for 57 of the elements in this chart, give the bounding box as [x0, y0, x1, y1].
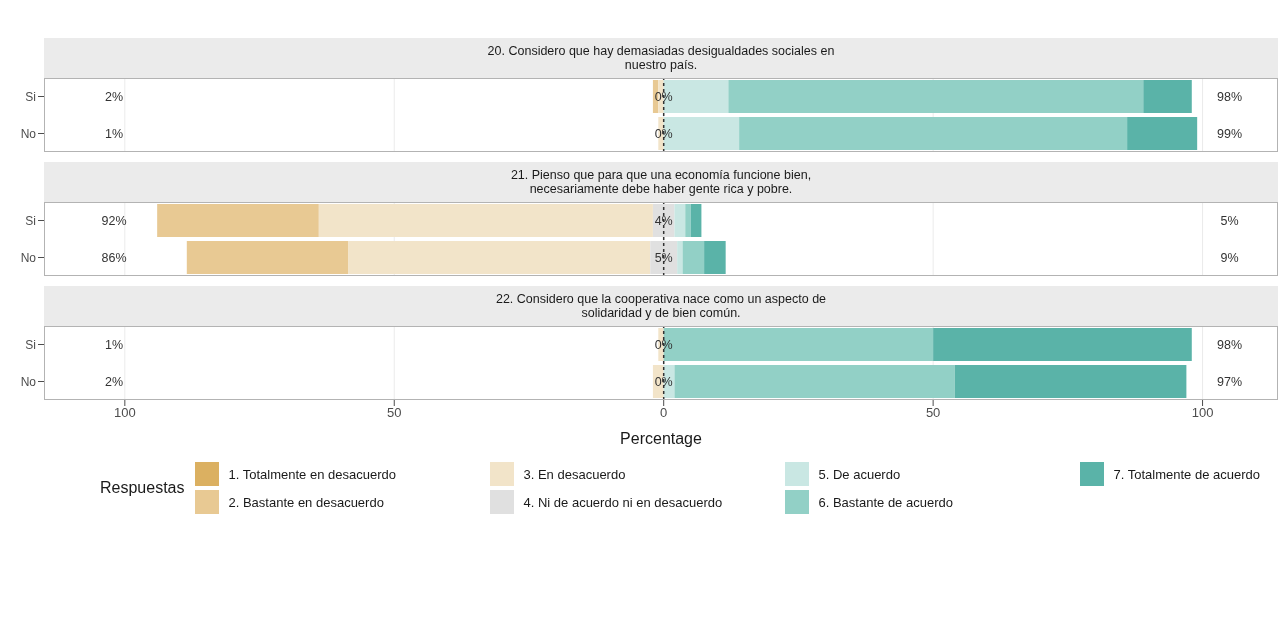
x-axis-title: Percentage: [620, 430, 703, 447]
bar: [157, 204, 319, 237]
bar: [348, 241, 651, 274]
bar: [739, 117, 1128, 150]
annotation: 5%: [1220, 213, 1239, 228]
bar: [1143, 80, 1192, 113]
bar: [682, 241, 705, 274]
bar: [933, 328, 1192, 361]
x-tick-label: 100: [1191, 405, 1214, 421]
x-tick-label: 50: [925, 405, 941, 421]
bar: [704, 241, 726, 274]
annotation: 0%: [654, 126, 673, 141]
bar: [1127, 117, 1198, 150]
legend-label: 5. De acuerdo: [818, 466, 901, 482]
annotation: 86%: [101, 250, 127, 265]
bar: [674, 204, 686, 237]
bar: [186, 241, 349, 274]
chart-title: 22. Considero que la cooperativa nace como un aspecto de solidaridad y de bien común.: [494, 292, 828, 320]
legend-label: 2. Bastante en desacuerdo: [228, 494, 384, 510]
bar: [685, 204, 691, 237]
legend-label: 3. En desacuerdo: [523, 466, 626, 482]
annotation: 9%: [1220, 250, 1239, 265]
annotation: 99%: [1216, 126, 1243, 141]
annotation: 2%: [105, 374, 124, 389]
legend-label: 1. Totalmente en desacuerdo: [228, 466, 396, 482]
y-tick-label: No: [20, 250, 37, 265]
annotation: 98%: [1216, 337, 1243, 352]
annotation: 2%: [105, 89, 124, 104]
bar: [318, 204, 653, 237]
annotation: 1%: [105, 337, 124, 352]
annotation: 0%: [654, 337, 673, 352]
chart-title: 21. Pienso que para que una economía funcione bien, necesariamente debe haber gente rica y pobre.: [509, 168, 813, 196]
legend-label: 6. Bastante de acuerdo: [818, 494, 953, 510]
bar: [677, 241, 683, 274]
chart-title: 20. Considero que hay demasiadas desigualdades sociales en nuestro país.: [486, 44, 836, 72]
bar: [690, 204, 702, 237]
y-tick-label: No: [20, 374, 37, 389]
legend-title: Respuestas: [100, 479, 185, 497]
annotation: 98%: [1216, 89, 1243, 104]
bar: [954, 365, 1187, 398]
annotation: 4%: [654, 213, 673, 228]
annotation: 0%: [654, 374, 673, 389]
x-tick-label: 50: [387, 405, 402, 421]
x-tick-label: 0: [660, 405, 668, 421]
annotation: 5%: [654, 250, 673, 265]
y-tick-label: No: [20, 126, 37, 141]
x-tick-label: 100: [113, 405, 136, 421]
bar: [674, 365, 955, 398]
legend-label: 4. Ni de acuerdo ni en desacuerdo: [523, 494, 723, 510]
y-tick-label: Si: [25, 89, 36, 104]
annotation: 92%: [101, 213, 127, 228]
annotation: 0%: [654, 89, 673, 104]
y-tick-label: Si: [25, 337, 36, 352]
annotation: 97%: [1216, 374, 1243, 389]
y-tick-label: Si: [25, 213, 36, 228]
annotation: 1%: [105, 126, 124, 141]
legend-label: 7. Totalmente de acuerdo: [1113, 466, 1260, 482]
